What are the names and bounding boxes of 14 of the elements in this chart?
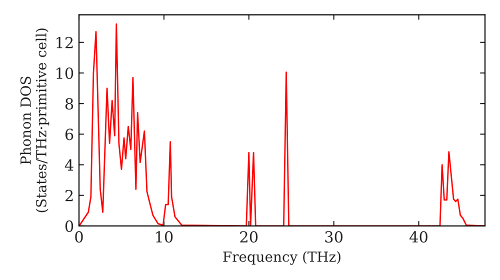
- x-tick-label: 10: [156, 231, 173, 243]
- y-tick-label: 4: [64, 159, 74, 171]
- x-tick-label: 0: [75, 231, 83, 243]
- y-tick-label: 8: [65, 98, 74, 110]
- y-tick-label: 2: [65, 190, 73, 202]
- x-tick-label: 40: [410, 231, 428, 243]
- y-axis-title: Phonon DOS (States/THz·primitive cell): [20, 28, 50, 212]
- y-tick-label: 12: [56, 36, 73, 48]
- y-tick-label: 0: [65, 220, 74, 232]
- x-tick-label: 30: [325, 231, 343, 243]
- x-axis-title: Frequency (THz): [223, 251, 340, 265]
- y-tick-label: 10: [56, 67, 74, 79]
- y-tick-label: 6: [65, 128, 74, 140]
- x-tick-label: 20: [240, 231, 258, 243]
